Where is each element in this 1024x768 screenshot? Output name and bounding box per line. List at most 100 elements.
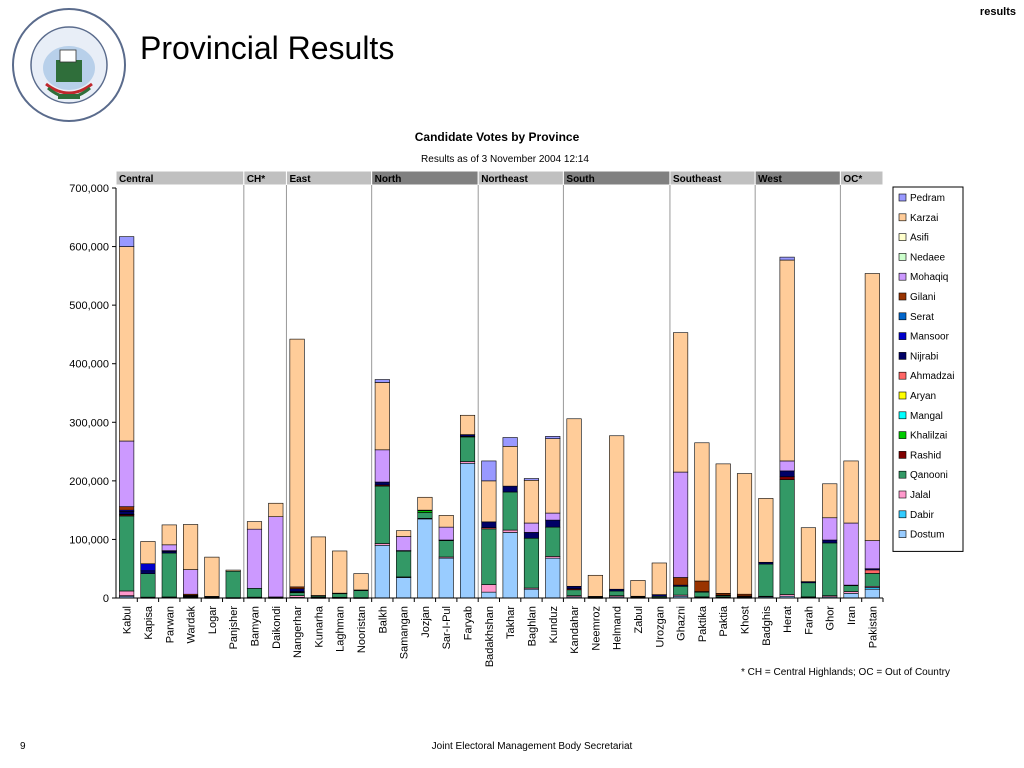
- legend-swatch-rashid: [898, 451, 907, 459]
- legend-label-mangal: Mangal: [910, 411, 943, 422]
- bar-segment-karzai: [332, 550, 348, 594]
- region-band-oc: [839, 170, 884, 186]
- legend-swatch-jalal: [898, 490, 907, 499]
- legend-label-aryan: Aryan: [910, 391, 936, 402]
- y-tick-label: 0: [103, 593, 109, 605]
- bar-segment-gilani: [673, 577, 689, 586]
- legend-label-nedaee: Nedaee: [910, 252, 945, 263]
- bar-segment-mohaqiq: [396, 536, 412, 551]
- legend-swatch-pedram: [898, 193, 907, 202]
- bar-segment-karzai: [694, 442, 710, 582]
- bar-segment-mohaqiq: [843, 522, 859, 586]
- bar-segment-qanooni: [438, 540, 454, 558]
- bar-segment-nijrabi: [289, 588, 305, 592]
- bar-stack-farah: [800, 527, 816, 599]
- bar-segment-qanooni: [353, 590, 369, 598]
- y-tick-label: 400,000: [69, 359, 109, 371]
- bar-segment-karzai: [630, 580, 646, 597]
- bar-segment-jalal: [481, 584, 497, 593]
- bar-segment-dostum: [459, 462, 476, 599]
- bar-segment-mohaqiq: [268, 516, 284, 598]
- bar-segment-dostum: [374, 544, 390, 599]
- bar-segment-dostum: [438, 557, 454, 599]
- legend-label-mohaqiq: Mohaqiq: [910, 272, 948, 283]
- bar-segment-dostum: [545, 557, 561, 599]
- bar-segment-karzai: [119, 246, 135, 442]
- legend-label-serat: Serat: [910, 312, 934, 323]
- bar-segment-pedram: [502, 437, 518, 447]
- x-tick-label: Ghor: [825, 606, 837, 631]
- y-tick-label: 500,000: [69, 300, 109, 312]
- x-tick-label: Pakistan: [867, 606, 879, 648]
- bar-stack-paktia: [715, 463, 731, 599]
- legend-swatch-mohaqiq: [898, 272, 907, 281]
- bar-segment-mohaqiq: [779, 460, 795, 472]
- x-tick-label: Khost: [740, 606, 752, 634]
- x-tick-label: Paktika: [697, 605, 709, 642]
- bar-segment-karzai: [843, 460, 859, 524]
- x-tick-label: Laghman: [335, 606, 347, 652]
- x-tick-label: Ghazni: [676, 606, 688, 641]
- region-label-west: West: [758, 174, 782, 185]
- x-tick-label: Samangan: [399, 606, 411, 659]
- legend-label-jalal: Jalal: [910, 490, 931, 501]
- y-tick-label: 300,000: [69, 417, 109, 429]
- bar-segment-nijrabi: [545, 519, 561, 528]
- y-tick-label: 600,000: [69, 242, 109, 254]
- bar-segment-mohaqiq: [183, 569, 199, 595]
- bar-stack-ghazni: [673, 332, 689, 599]
- bar-segment-karzai: [715, 463, 731, 594]
- bar-stack-laghman: [332, 550, 348, 599]
- region-label-south: South: [566, 174, 594, 185]
- bar-segment-karzai: [673, 332, 689, 473]
- x-tick-label: Paktia: [718, 605, 730, 636]
- bar-segment-karzai: [268, 502, 284, 518]
- x-tick-label: Nangerhar: [292, 606, 304, 658]
- bar-segment-karzai: [183, 524, 199, 570]
- bar-stack-nangerhar: [289, 338, 305, 599]
- bar-segment-qanooni: [523, 537, 540, 589]
- footnote: * CH = Central Highlands; OC = Out of Co…: [741, 667, 950, 678]
- legend-label-asifi: Asifi: [910, 233, 929, 244]
- bar-segment-mohaqiq: [822, 517, 838, 541]
- x-tick-label: Faryab: [463, 606, 475, 640]
- bar-segment-mohaqiq: [438, 526, 454, 541]
- bar-segment-qanooni: [673, 585, 689, 596]
- legend-swatch-dostum: [898, 530, 907, 538]
- x-tick-label: Logar: [207, 606, 219, 634]
- bar-segment-qanooni: [289, 592, 305, 596]
- region-dividers: [243, 185, 841, 598]
- bar-segment-karzai: [417, 496, 433, 511]
- bar-segment-dostum: [843, 593, 859, 599]
- bar-stack-baghlan: [523, 478, 540, 599]
- bar-segment-gilani: [694, 580, 710, 592]
- bar-stack-herat: [779, 256, 795, 599]
- legend: Pedram Karzai Asifi Nedaee Mohaqiq Gilani Sera…: [892, 186, 964, 552]
- bar-segment-karzai: [353, 573, 369, 591]
- bar-segment-karzai: [609, 435, 625, 590]
- bar-stack-ghor: [822, 483, 838, 599]
- bar-segment-mohaqiq: [119, 440, 135, 507]
- bar-segment-karzai: [800, 527, 816, 582]
- bar-segment-dostum: [502, 532, 518, 599]
- bar-segment-pedram: [523, 478, 540, 481]
- legend-box: [892, 186, 964, 552]
- bar-segment-karzai: [374, 382, 390, 451]
- bar-segment-karzai: [822, 483, 838, 519]
- bar-stack-badakhshan: [481, 460, 497, 599]
- legend-swatch-karzai: [898, 213, 907, 222]
- x-tick-label: Baghlan: [526, 606, 538, 646]
- bar-segment-karzai: [481, 480, 497, 523]
- bar-segment-nijrabi: [822, 539, 838, 544]
- x-tick-label: Parwan: [164, 606, 176, 643]
- bar-segment-mohaqiq: [864, 540, 880, 570]
- legend-label-nijrabi: Nijrabi: [910, 351, 938, 362]
- bar-segment-nijrabi: [119, 511, 135, 515]
- bar-stack-wardak: [183, 524, 199, 599]
- legend-swatch-aryan: [898, 391, 907, 400]
- x-tick-label: Kabul: [122, 606, 134, 634]
- x-tick-label: Kapisa: [143, 605, 155, 640]
- bar-stack-daikondi: [268, 502, 284, 599]
- bar-segment-mohaqiq: [673, 471, 689, 578]
- bar-segment-dostum: [864, 588, 880, 599]
